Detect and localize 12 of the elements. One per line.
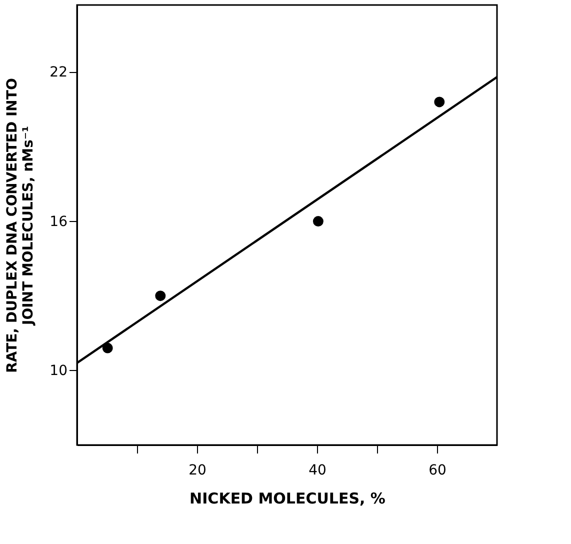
x-axis-title: NICKED MOLECULES, %: [190, 490, 386, 508]
x-tick-label: 60: [428, 462, 446, 478]
y-axis-title: RATE, DUPLEX DNA CONVERTED INTO JOINT MOLECULES, nMs⁻¹: [4, 78, 37, 373]
y-tick-label: 22: [50, 64, 68, 81]
point: [434, 96, 445, 108]
point: [155, 290, 166, 302]
x-tick-label: 40: [308, 462, 326, 478]
x-tick-label: 20: [188, 462, 206, 478]
point: [102, 342, 113, 354]
y-tick-label: 16: [50, 214, 68, 230]
y-tick-label: 10: [50, 362, 68, 379]
point: [312, 216, 324, 227]
